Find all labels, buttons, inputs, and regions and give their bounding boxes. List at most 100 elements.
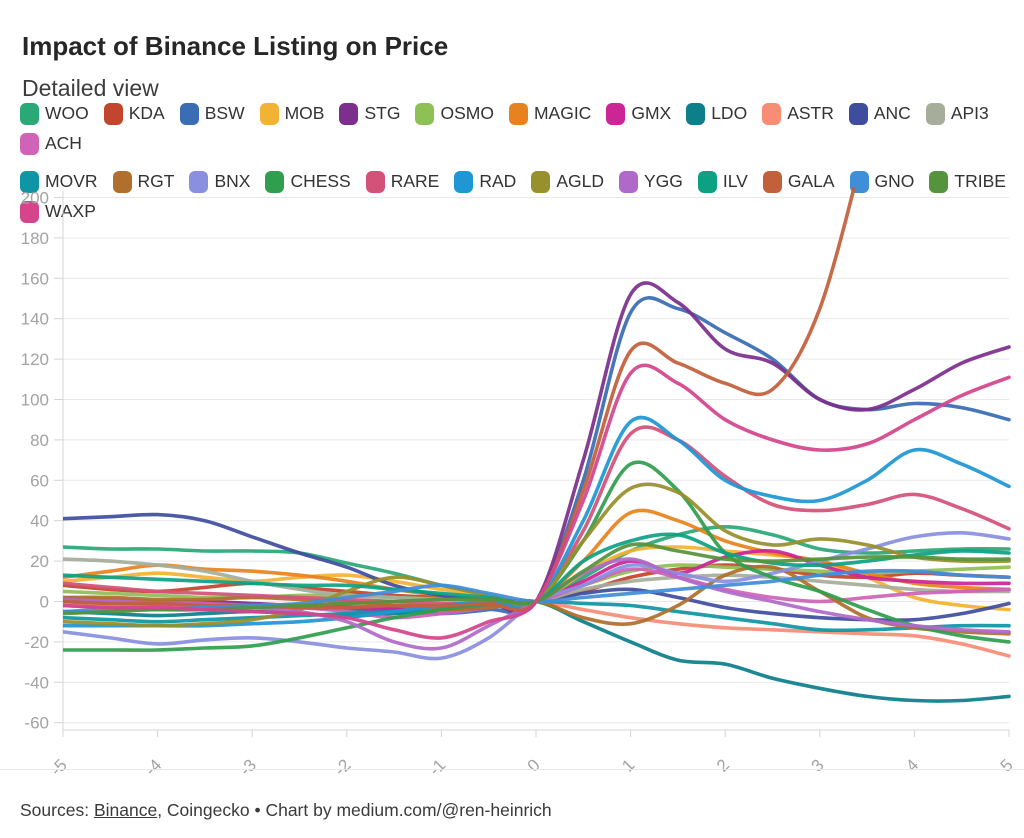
ytick-label-80: 80 [30,431,49,450]
ytick-label-120: 120 [21,350,49,369]
series-lines [63,187,1011,703]
legend-label: MOVR [45,171,98,192]
legend-chip-agld [531,171,551,193]
xtick-label--2: -2 [330,755,354,779]
legend-item-movr: MOVR [20,171,98,193]
ytick-label--60: -60 [24,714,49,733]
legend-chip-ygg [618,171,638,193]
legend-chip-tribe [929,171,949,193]
legend-item-chess: CHESS [265,171,351,193]
legend-item-stg: STG [339,103,400,125]
legend-chip-waxp [20,201,39,223]
legend-chip-rad [454,171,474,193]
legend-chip-anc [848,103,868,125]
page-title: Impact of Binance Listing on Price [22,31,449,62]
legend-item-gmx: GMX [606,103,671,125]
legend-item-mob: MOB [259,103,325,125]
legend-chip-astr [762,103,782,125]
legend-label: API3 [950,103,989,124]
legend-label: CHESS [290,171,351,192]
legend-label: RARE [390,171,440,192]
legend-chip-kda [103,103,123,125]
legend-item-api3: API3 [925,103,989,125]
legend-label: ASTR [787,103,834,124]
legend-item-rare: RARE [365,171,440,193]
legend-item-woo: WOO [20,103,89,125]
ytick-label-160: 160 [21,269,49,288]
legend-chip-movr [20,171,39,193]
xtick-label-4: 4 [902,755,922,775]
legend-item-ldo: LDO [686,103,747,125]
xtick-label-2: 2 [713,755,733,775]
legend-item-rad: RAD [454,171,516,193]
xtick-label-0: 0 [524,755,544,775]
legend-chip-ilv [697,171,717,193]
ytick-label--40: -40 [24,673,49,692]
footer-rest: , Coingecko • Chart by medium.com/@ren-h… [157,799,552,820]
legend-label: AGLD [556,171,604,192]
xtick-label--5: -5 [47,755,71,779]
xtick-label--4: -4 [141,755,165,779]
legend-item-osmo: OSMO [415,103,494,125]
legend-label: BSW [204,103,245,124]
legend-chip-osmo [415,103,435,125]
legend-chip-mob [259,103,279,125]
sources-label: Sources: [20,799,90,820]
ytick-label-20: 20 [30,552,49,571]
footer: Sources: Binance, Coingecko • Chart by m… [20,800,552,821]
legend-chip-stg [339,103,359,125]
legend-item-magic: MAGIC [508,103,591,125]
ytick-label-0: 0 [40,593,49,612]
legend-label: ILV [722,171,748,192]
legend-label: TRIBE [954,171,1006,192]
legend-label: LDO [711,103,748,124]
legend-item-bsw: BSW [179,103,245,125]
legend-chip-magic [508,103,528,125]
binance-link[interactable]: Binance [93,799,158,820]
legend-chip-gmx [606,103,626,125]
legend-chip-gala [762,171,782,193]
legend-item-rgt: RGT [112,171,175,193]
legend-chip-rare [365,171,385,193]
ytick-label--20: -20 [24,633,49,652]
legend-item-gala: GALA [762,171,835,193]
legend-label: GALA [787,171,835,192]
legend-chip-woo [20,103,39,125]
legend-label: RGT [137,171,175,192]
legend-chip-api3 [925,103,945,125]
legend-chip-ldo [686,103,706,125]
ytick-label-140: 140 [21,310,49,329]
legend-item-ilv: ILV [697,171,748,193]
legend-label: KDA [128,103,165,124]
legend-chip-bnx [189,171,209,193]
legend-label: YGG [643,171,683,192]
legend-item-agld: AGLD [531,171,604,193]
ytick-label-40: 40 [30,512,49,531]
legend: WOO KDA BSW MOB STG OSMO MAGIC GMX LDO ASTR ANC API… [20,103,1010,223]
ytick-label-60: 60 [30,471,49,490]
legend-item-bnx: BNX [189,171,250,193]
series-line-gala [63,187,857,613]
page-subtitle: Detailed view [22,75,159,102]
legend-item-astr: ASTR [762,103,834,125]
legend-item-ach: ACH [20,133,82,155]
ytick-label-180: 180 [21,229,49,248]
series-line-stg [63,281,1011,615]
legend-chip-bsw [179,103,199,125]
legend-chip-rgt [112,171,132,193]
legend-label: WAXP [45,201,96,222]
legend-item-anc: ANC [848,103,911,125]
legend-item-ygg: YGG [618,171,683,193]
legend-label: MOB [284,103,325,124]
legend-chip-ach [20,133,39,155]
legend-label: STG [364,103,401,124]
legend-item-kda: KDA [103,103,165,125]
footer-divider [0,769,1024,770]
legend-item-waxp: WAXP [20,201,96,223]
xtick-label-1: 1 [618,755,638,775]
xtick-label-3: 3 [807,755,827,775]
legend-label: OSMO [440,103,494,124]
legend-label: ACH [45,133,82,154]
